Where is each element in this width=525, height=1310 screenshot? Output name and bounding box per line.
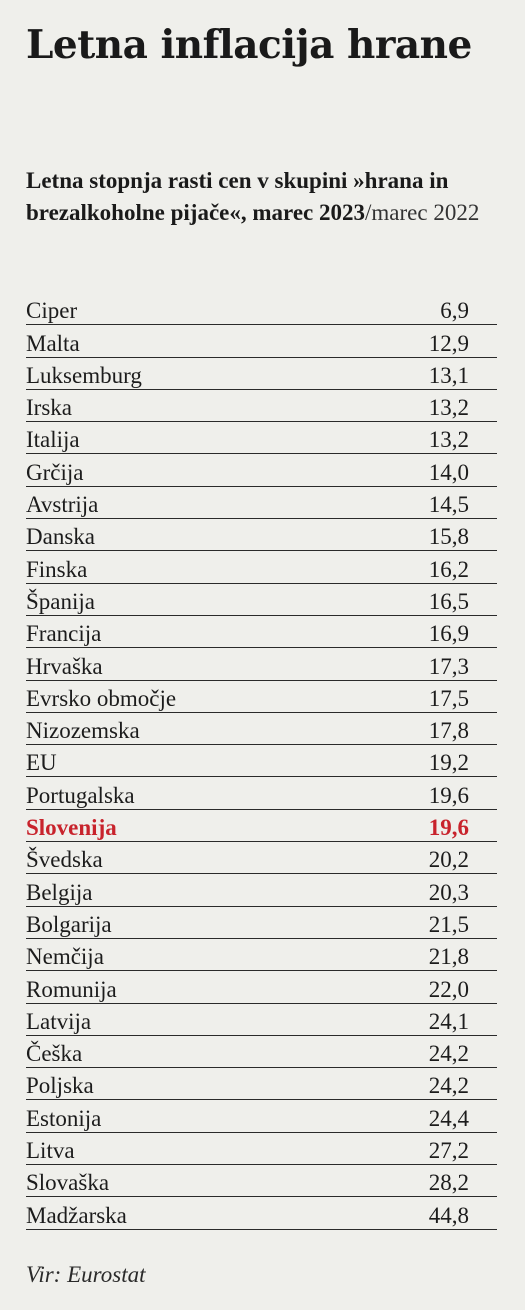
country-label: Belgija [26,879,93,905]
table-row: Finska 16,2 [26,551,497,584]
inflation-value: 16,9 [428,621,469,647]
inflation-value: 20,3 [428,879,469,905]
country-label: Latvija [26,1008,92,1034]
table-row: Romunija 22,0 [26,971,497,1004]
inflation-value: 28,2 [428,1170,469,1196]
inflation-value: 13,1 [428,362,469,388]
inflation-value: 13,2 [428,427,469,453]
country-label: EU [26,750,57,776]
country-label: Slovaška [26,1170,110,1196]
source-note: Vir: Eurostat [26,1262,146,1287]
country-label: Italija [26,427,80,453]
table-row: Hrvaška 17,3 [26,648,497,681]
inflation-value: 14,0 [428,459,469,485]
table-row: Danska 15,8 [26,519,497,552]
inflation-value: 20,2 [428,847,469,873]
country-label: Slovenija [26,815,117,841]
inflation-value: 19,6 [428,815,469,841]
inflation-value: 22,0 [428,976,469,1002]
chart-subtitle: Letna stopnja rasti cen v skupini »hrana… [26,165,506,229]
table-row: Luksemburg 13,1 [26,358,497,390]
table-row: Bolgarija 21,5 [26,907,497,939]
country-label: Litva [26,1138,75,1164]
inflation-value: 21,8 [428,944,469,970]
inflation-value: 24,1 [428,1008,469,1034]
table-row: Latvija 24,1 [26,1004,497,1036]
country-label: Švedska [26,847,103,873]
country-label: Češka [26,1041,83,1067]
inflation-value: 24,2 [428,1073,469,1099]
table-row: Slovenija 19,6 [26,810,497,843]
inflation-value: 6,9 [440,298,469,324]
table-row: EU 19,2 [26,745,497,778]
table-row: Malta 12,9 [26,325,497,358]
subtitle-plain: /marec 2022 [365,200,480,225]
table-row: Litva 27,2 [26,1133,497,1166]
inflation-value: 44,8 [428,1202,469,1228]
country-label: Francija [26,621,102,647]
country-label: Danska [26,524,95,550]
inflation-value: 27,2 [428,1138,469,1164]
country-label: Nemčija [26,944,104,970]
inflation-value: 15,8 [428,524,469,550]
table-row: Nemčija 21,8 [26,939,497,972]
country-label: Bolgarija [26,911,112,937]
country-label: Španija [26,588,95,614]
country-label: Romunija [26,976,117,1002]
inflation-value: 19,6 [428,782,469,808]
country-label: Nizozemska [26,718,140,744]
country-label: Luksemburg [26,362,142,388]
table-row: Švedska 20,2 [26,842,497,875]
country-label: Estonija [26,1105,102,1131]
chart-title: Letna inflacija hrane [26,22,472,68]
table-row: Ciper 6,9 [26,293,497,326]
country-label: Finska [26,556,88,582]
country-label: Portugalska [26,782,135,808]
table-row: Portugalska 19,6 [26,777,497,810]
table-row: Belgija 20,3 [26,874,497,907]
table-row: Poljska 24,2 [26,1068,497,1101]
country-label: Poljska [26,1073,94,1099]
inflation-value: 17,5 [428,685,469,711]
inflation-value: 21,5 [428,911,469,937]
inflation-value: 16,5 [428,588,469,614]
table-row: Evrsko območje 17,5 [26,681,497,713]
inflation-value: 13,2 [428,395,469,421]
table-row: Nizozemska 17,8 [26,713,497,746]
country-label: Malta [26,330,80,356]
country-label: Irska [26,395,72,421]
inflation-value: 17,8 [428,718,469,744]
country-label: Hrvaška [26,653,103,679]
inflation-value: 24,2 [428,1041,469,1067]
table-row: Grčija 14,0 [26,454,497,487]
data-table: Ciper 6,9 Malta 12,9 Luksemburg 13,1 Irska 13,2… [26,293,497,1230]
table-row: Češka 24,2 [26,1036,497,1069]
country-label: Ciper [26,298,78,324]
table-row: Slovaška 28,2 [26,1165,497,1198]
table-row: Irska 13,2 [26,390,497,423]
inflation-value: 12,9 [428,330,469,356]
table-row: Španija 16,5 [26,584,497,616]
inflation-value: 16,2 [428,556,469,582]
table-row: Francija 16,9 [26,616,497,649]
inflation-value: 14,5 [428,492,469,518]
inflation-value: 17,3 [428,653,469,679]
table-row: Madžarska 44,8 [26,1197,497,1230]
country-label: Grčija [26,459,84,485]
table-row: Estonija 24,4 [26,1100,497,1133]
country-label: Avstrija [26,492,99,518]
country-label: Evrsko območje [26,685,177,711]
inflation-value: 19,2 [428,750,469,776]
subtitle-bold: Letna stopnja rasti cen v skupini »hrana… [26,168,449,225]
table-row: Avstrija 14,5 [26,487,497,520]
country-label: Madžarska [26,1202,127,1228]
inflation-value: 24,4 [428,1105,469,1131]
table-row: Italija 13,2 [26,422,497,455]
